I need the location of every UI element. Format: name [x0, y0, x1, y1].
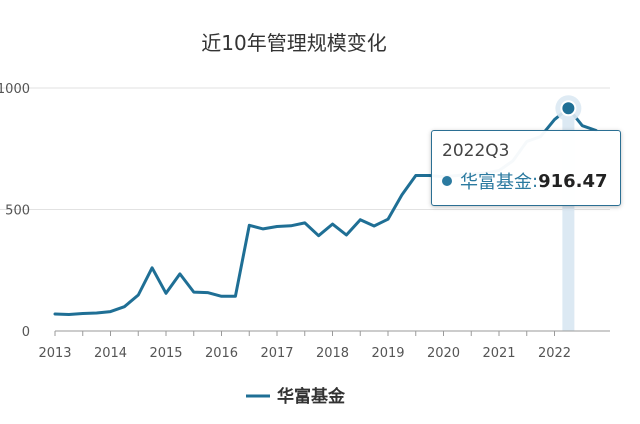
tooltip-separator: :: [532, 170, 539, 192]
legend-label: 华富基金: [277, 386, 346, 407]
x-tick-label: 2015: [149, 346, 182, 361]
y-tick-label: 0: [22, 325, 30, 340]
legend[interactable]: 华富基金: [246, 386, 346, 407]
x-tick-label: 2022: [538, 346, 571, 361]
axes: [54, 330, 610, 336]
tooltip-row: 华富基金 : 916.47: [442, 168, 610, 194]
tooltip-value: 916.47: [538, 170, 608, 192]
x-tick-label: 2018: [316, 346, 349, 361]
grid-lines: [0, 87, 610, 210]
highlight-point[interactable]: [560, 100, 577, 117]
x-tick-label: 2021: [482, 346, 515, 361]
x-tick-label: 2013: [38, 346, 71, 361]
x-tick-label: 2016: [205, 346, 238, 361]
x-tick-label: 2014: [94, 346, 127, 361]
x-tick-label: 2020: [427, 346, 460, 361]
y-tick-label: 500: [5, 204, 30, 219]
highlight-marker[interactable]: [555, 95, 582, 122]
chart-title: 近10年管理规模变化: [201, 31, 386, 55]
x-tick-label: 2017: [260, 346, 293, 361]
x-tick-label: 2019: [371, 346, 404, 361]
tooltip: 2022Q3 华富基金 : 916.47: [431, 130, 621, 206]
tooltip-series-dot-icon: [442, 176, 452, 186]
y-axis-labels: 0 500 1000: [0, 82, 30, 340]
tooltip-series-name: 华富基金: [460, 172, 532, 193]
y-tick-label: 1000: [0, 82, 30, 97]
x-axis-labels: 2013 2014 2015 2016 2017 2018 2019 2020 2021 2022: [38, 346, 571, 361]
tooltip-period: 2022Q3: [442, 141, 510, 161]
